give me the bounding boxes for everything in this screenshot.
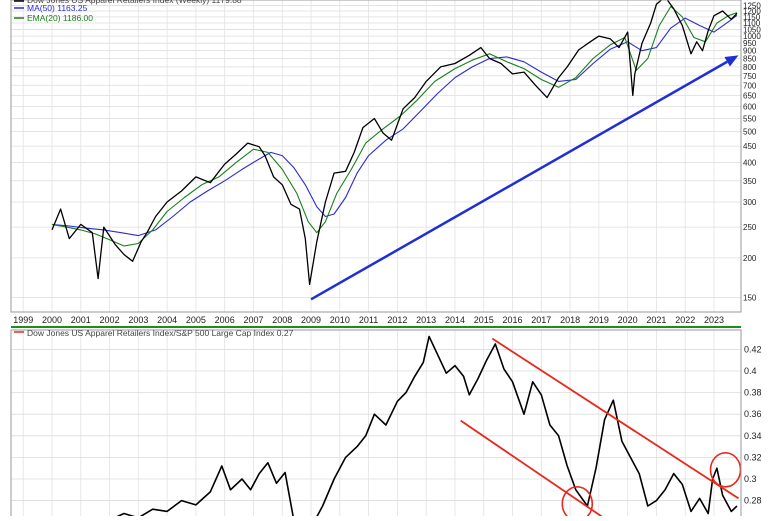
highlight-circle — [561, 486, 594, 520]
x-tick-label: 2014 — [445, 315, 465, 325]
ratio-panel-title: Dow Jones US Apparel Retailers Index/S&P… — [27, 328, 294, 338]
ratio-y-tick-label: 0.28 — [744, 496, 762, 506]
price-y-tick-label: 650 — [743, 91, 757, 100]
x-tick-label: 2000 — [42, 315, 62, 325]
x-tick-label: 2007 — [243, 315, 263, 325]
x-tick-label: 2002 — [100, 315, 120, 325]
price-y-tick-label: 900 — [743, 47, 757, 56]
price-y-tick-label: 450 — [743, 142, 757, 151]
price-y-tick-label: 300 — [743, 198, 757, 207]
downtrend-channel-line — [460, 419, 609, 520]
price-y-tick-label: 1100 — [743, 19, 761, 28]
trend-arrow-line — [310, 60, 728, 301]
price-y-tick-label: 750 — [743, 72, 757, 81]
x-tick-label: 2018 — [560, 315, 580, 325]
x-tick-label: 2021 — [646, 315, 666, 325]
price-panel-title: Dow Jones US Apparel Retailers Index (We… — [27, 0, 242, 5]
x-tick-label: 2008 — [272, 315, 292, 325]
x-tick-label: 2022 — [675, 315, 695, 325]
x-tick-label: 2006 — [215, 315, 235, 325]
x-tick-label: 2015 — [474, 315, 494, 325]
x-tick-label: 2004 — [157, 315, 177, 325]
ratio-y-tick-label: 0.42 — [744, 344, 762, 354]
price-y-tick-label: 800 — [743, 63, 757, 72]
x-tick-label: 2010 — [330, 315, 350, 325]
price-y-tick-label: 1250 — [743, 1, 761, 10]
ratio-y-tick-label: 0.38 — [744, 388, 762, 398]
price-line — [51, 0, 738, 286]
price-y-tick-label: 700 — [743, 81, 757, 90]
x-tick-label: 2009 — [301, 315, 321, 325]
price-y-tick-label: 400 — [743, 158, 757, 167]
x-tick-label: 2020 — [618, 315, 638, 325]
price-y-tick-label: 1200 — [743, 7, 761, 16]
price-y-tick-label: 350 — [743, 177, 757, 186]
ma50-line — [51, 14, 738, 237]
price-y-tick-label: 150 — [743, 293, 757, 302]
x-tick-label: 2011 — [359, 315, 378, 325]
trend-arrow-head — [724, 55, 739, 67]
price-y-tick-label: 500 — [743, 128, 757, 137]
ratio-y-tick-label: 0.34 — [744, 431, 762, 441]
price-y-tick-label: 1000 — [743, 32, 761, 41]
ratio-y-tick-label: 0.3 — [744, 474, 757, 484]
ratio-line — [106, 335, 738, 520]
x-tick-label: 2016 — [503, 315, 523, 325]
ratio-y-tick-label: 0.32 — [744, 452, 762, 462]
legend-label: EMA(20) 1186.00 — [27, 13, 93, 23]
price-y-tick-label: 200 — [743, 254, 757, 263]
ratio-y-tick-label: 0.36 — [744, 409, 762, 419]
x-tick-label: 2005 — [186, 315, 206, 325]
ratio-y-tick-label: 0.4 — [744, 366, 757, 376]
x-tick-label: 2013 — [416, 315, 436, 325]
price-y-tick-label: 1050 — [743, 25, 761, 34]
price-y-tick-label: 950 — [743, 39, 757, 48]
price-y-tick-label: 600 — [743, 103, 757, 112]
x-tick-label: 2001 — [71, 315, 91, 325]
x-tick-label: 2023 — [704, 315, 724, 325]
price-panel-frame — [10, 0, 742, 313]
price-y-tick-label: 250 — [743, 223, 757, 232]
downtrend-channel-line — [491, 337, 739, 500]
price-y-tick-label: 1150 — [743, 13, 761, 22]
x-tick-label: 2003 — [128, 315, 148, 325]
x-tick-label: 1999 — [13, 315, 33, 325]
x-tick-label: 2012 — [387, 315, 407, 325]
ema20-line — [51, 5, 738, 247]
x-tick-label: 2017 — [531, 315, 551, 325]
price-y-tick-label: 850 — [743, 55, 757, 64]
legend-label: MA(50) 1163.25 — [27, 3, 88, 13]
x-tick-label: 2019 — [589, 315, 609, 325]
price-y-tick-label: 550 — [743, 114, 757, 123]
